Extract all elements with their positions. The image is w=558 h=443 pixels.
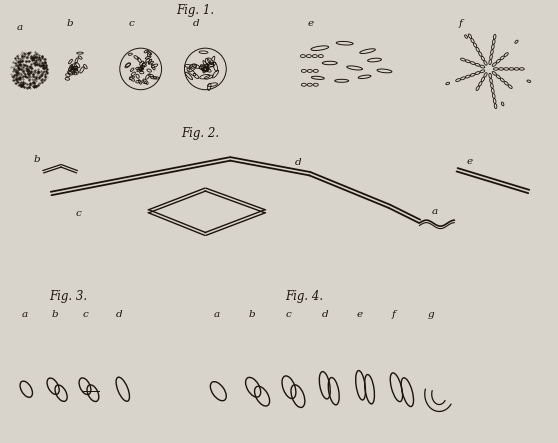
Text: d: d bbox=[322, 310, 329, 319]
Text: Fig. 1.: Fig. 1. bbox=[176, 4, 214, 16]
Text: b: b bbox=[51, 310, 58, 319]
Text: c: c bbox=[83, 310, 89, 319]
Text: c: c bbox=[286, 310, 292, 319]
Text: d: d bbox=[116, 310, 122, 319]
Text: b: b bbox=[66, 19, 73, 28]
Text: e: e bbox=[467, 157, 473, 166]
Text: f: f bbox=[392, 310, 395, 319]
Text: a: a bbox=[21, 310, 27, 319]
Text: Fig. 2.: Fig. 2. bbox=[181, 127, 219, 140]
Text: e: e bbox=[308, 19, 314, 28]
Text: g: g bbox=[427, 310, 434, 319]
Text: d: d bbox=[295, 158, 301, 167]
Text: Fig. 4.: Fig. 4. bbox=[285, 290, 323, 303]
Text: a: a bbox=[16, 23, 22, 32]
Text: Fig. 3.: Fig. 3. bbox=[49, 290, 87, 303]
Text: b: b bbox=[248, 310, 255, 319]
Text: a: a bbox=[431, 207, 437, 216]
Text: c: c bbox=[129, 19, 134, 28]
Text: a: a bbox=[213, 310, 219, 319]
Text: d: d bbox=[193, 19, 199, 28]
Text: e: e bbox=[357, 310, 363, 319]
Text: c: c bbox=[76, 209, 82, 218]
Text: b: b bbox=[33, 155, 40, 164]
Text: f: f bbox=[459, 19, 463, 28]
